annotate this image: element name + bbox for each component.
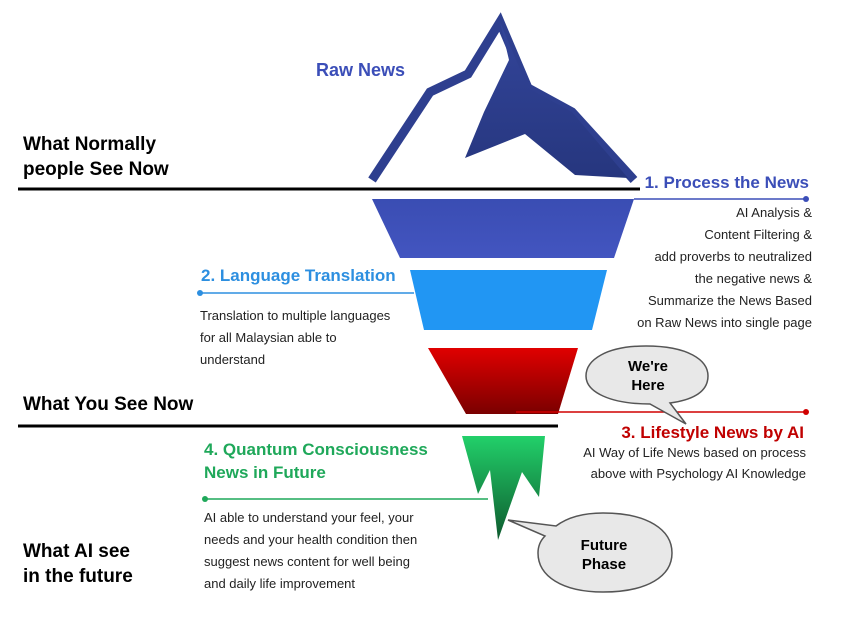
layer-1-process bbox=[372, 199, 634, 258]
step-1-line-6: on Raw News into single page bbox=[637, 315, 812, 330]
step-2-title: 2. Language Translation bbox=[201, 266, 396, 285]
step-1-line-3: add proverbs to neutralized bbox=[654, 249, 812, 264]
step-3-line-2: above with Psychology AI Knowledge bbox=[590, 466, 806, 481]
callout-future-line-1: Future bbox=[580, 537, 628, 554]
callout-here-line-2: Here bbox=[631, 377, 665, 394]
step-2-line-3: understand bbox=[200, 352, 266, 367]
step-2-line-2: for all Malaysian able to bbox=[200, 330, 337, 345]
connector-3 bbox=[516, 409, 809, 415]
layer-2-translation bbox=[410, 270, 607, 330]
connector-4 bbox=[202, 496, 488, 502]
step-1-title: 1. Process the News bbox=[644, 173, 809, 192]
raw-news-label: Raw News bbox=[316, 60, 406, 80]
callout-bubble-future bbox=[507, 512, 673, 593]
step-1-line-4: the negative news & bbox=[694, 271, 812, 286]
step-4-line-1: AI able to understand your feel, your bbox=[204, 510, 414, 525]
side-label-future-line-1: What AI see bbox=[23, 541, 130, 562]
step-4-title-line-1: 4. Quantum Consciousness bbox=[204, 440, 428, 459]
step-3-title: 3. Lifestyle News by AI bbox=[621, 423, 804, 442]
step-2-line-1: Translation to multiple languages bbox=[200, 308, 391, 323]
step-1-line-1: AI Analysis & bbox=[736, 205, 812, 220]
step-4-line-4: and daily life improvement bbox=[204, 576, 356, 591]
side-label-normal-line-1: What Normally bbox=[23, 134, 157, 155]
step-4-line-2: needs and your health condition then bbox=[204, 532, 418, 547]
layer-4-quantum bbox=[462, 436, 545, 540]
side-label-now: What You See Now bbox=[23, 394, 194, 415]
step-4-line-3: suggest news content for well being bbox=[204, 554, 410, 569]
callout-bubble-here bbox=[585, 345, 709, 425]
callout-here-line-1: We're bbox=[628, 358, 668, 375]
layer-3-lifestyle bbox=[428, 348, 578, 414]
step-4-title-line-2: News in Future bbox=[204, 463, 326, 482]
connector-2 bbox=[197, 290, 414, 296]
step-1-line-5: Summarize the News Based bbox=[647, 293, 812, 308]
connector-1 bbox=[634, 196, 809, 202]
side-label-future-line-2: in the future bbox=[23, 566, 133, 587]
callout-future-line-2: Phase bbox=[581, 556, 627, 573]
iceberg-tip bbox=[368, 12, 638, 184]
side-label-normal-line-2: people See Now bbox=[23, 159, 169, 180]
step-1-line-2: Content Filtering & bbox=[704, 227, 812, 242]
step-3-line-1: AI Way of Life News based on process bbox=[583, 445, 806, 460]
